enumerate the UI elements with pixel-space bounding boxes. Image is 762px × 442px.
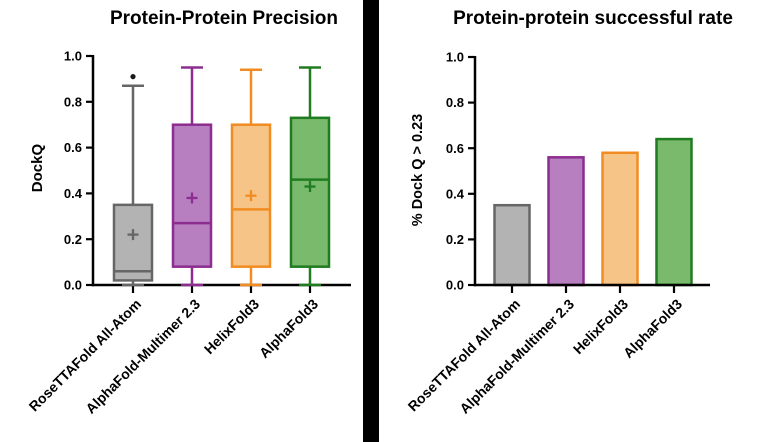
box xyxy=(112,203,154,282)
bar xyxy=(601,151,639,287)
y-tick-label: 0.6 xyxy=(446,141,464,156)
y-tick-label: 0.4 xyxy=(446,186,465,201)
box-series xyxy=(112,74,154,287)
y-tick-label: 0.0 xyxy=(446,278,464,293)
x-category-label: AlphaFold-Multimer 2.3 xyxy=(82,296,203,417)
box xyxy=(289,116,331,268)
box-series xyxy=(289,66,331,287)
y-tick-label: 0.8 xyxy=(446,95,464,110)
x-category-label: AlphaFold-Multimer 2.3 xyxy=(456,296,577,417)
y-tick-label: 0.2 xyxy=(446,232,464,247)
x-category-label: AlphaFold3 xyxy=(620,296,685,361)
x-category-label: AlphaFold3 xyxy=(256,296,321,361)
precision-boxplot-panel: Protein-Protein Precision DockQ 0.0 0.2 0.… xyxy=(0,0,363,442)
box-series xyxy=(171,66,213,287)
bar xyxy=(655,137,693,287)
bar xyxy=(547,156,585,287)
y-tick-label: 0.8 xyxy=(64,94,82,109)
success-rate-bar-panel: Protein-protein successful rate % Dock Q… xyxy=(379,0,762,442)
bar xyxy=(493,203,531,287)
y-tick-label: 0.4 xyxy=(64,186,83,201)
box-series xyxy=(230,68,272,287)
panel-divider xyxy=(363,0,379,442)
chart-title: Protein-protein successful rate xyxy=(453,8,733,29)
y-tick-label: 0.0 xyxy=(64,278,82,293)
y-tick-label: 0.6 xyxy=(64,140,82,155)
y-tick-label: 1.0 xyxy=(446,50,464,65)
y-tick-label: 0.2 xyxy=(64,232,82,247)
y-tick-label: 1.0 xyxy=(64,49,82,64)
outlier-point xyxy=(130,74,136,80)
x-category-label: RoseTTAFold All-Atom xyxy=(26,296,145,415)
x-category-label: HelixFold3 xyxy=(201,296,263,358)
chart-title: Protein-Protein Precision xyxy=(109,8,339,29)
